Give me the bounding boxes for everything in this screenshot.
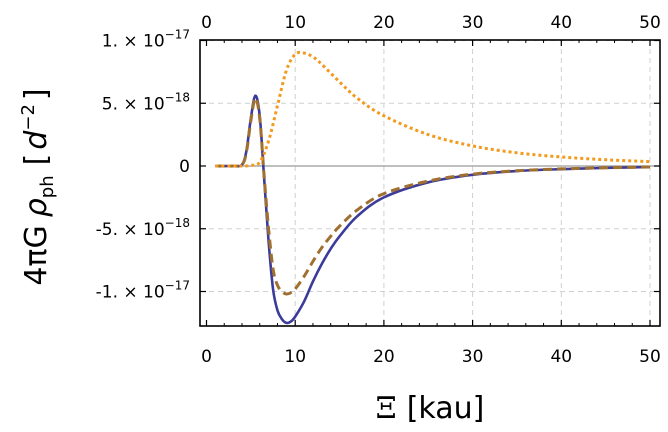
x-tick-label-bottom: 10: [284, 347, 306, 367]
x-tick-label-top: 50: [639, 13, 661, 33]
series-layer: [215, 50, 651, 325]
series-line-3: [215, 50, 651, 168]
plot-frame: [199, 39, 661, 327]
y-tick-label: -5. × 10−18: [96, 216, 190, 240]
x-tick-label-bottom: 30: [462, 347, 484, 367]
y-axis-unit-close: ]: [19, 88, 54, 100]
series-line-2: [215, 96, 651, 296]
x-tick-label-top: 20: [373, 13, 395, 33]
x-tick-label-bottom: 0: [201, 347, 212, 367]
y-axis-unit-open: [: [19, 154, 54, 166]
x-tick-label-top: 10: [284, 13, 306, 33]
x-axis-unit: [kau]: [407, 391, 485, 426]
x-axis-ticks: 0 0 10 10 20 20 30 30 40 40 50 50: [201, 13, 661, 367]
y-axis-ticks: 1. × 10−17 5. × 10−18 0 -5. × 10−18 -1. × 10…: [96, 28, 660, 303]
x-tick-label-top: 30: [462, 13, 484, 33]
y-axis-subscript: ph: [37, 175, 58, 198]
x-tick-label-bottom: 50: [639, 347, 661, 367]
y-axis-prefix: 4πG: [19, 225, 54, 285]
y-axis-unit-base: d: [19, 130, 54, 150]
x-axis-label: Ξ [kau]: [376, 391, 485, 426]
y-axis-label: 4πG ρph [ d−2]: [18, 88, 58, 285]
x-tick-label-top: 40: [550, 13, 572, 33]
y-tick-label: 1. × 10−17: [102, 28, 190, 52]
series-line-1: [215, 94, 651, 325]
y-tick-label: -1. × 10−17: [96, 279, 190, 303]
x-tick-label-bottom: 20: [373, 347, 395, 367]
y-tick-label: 0: [179, 157, 190, 177]
x-tick-label-bottom: 40: [550, 347, 572, 367]
y-axis-rho: ρ: [19, 198, 54, 217]
x-tick-label-top: 0: [201, 13, 212, 33]
y-axis-unit-exp: −2: [18, 104, 39, 131]
y-tick-label: 5. × 10−18: [102, 90, 190, 114]
x-axis-symbol: Ξ: [376, 391, 397, 426]
